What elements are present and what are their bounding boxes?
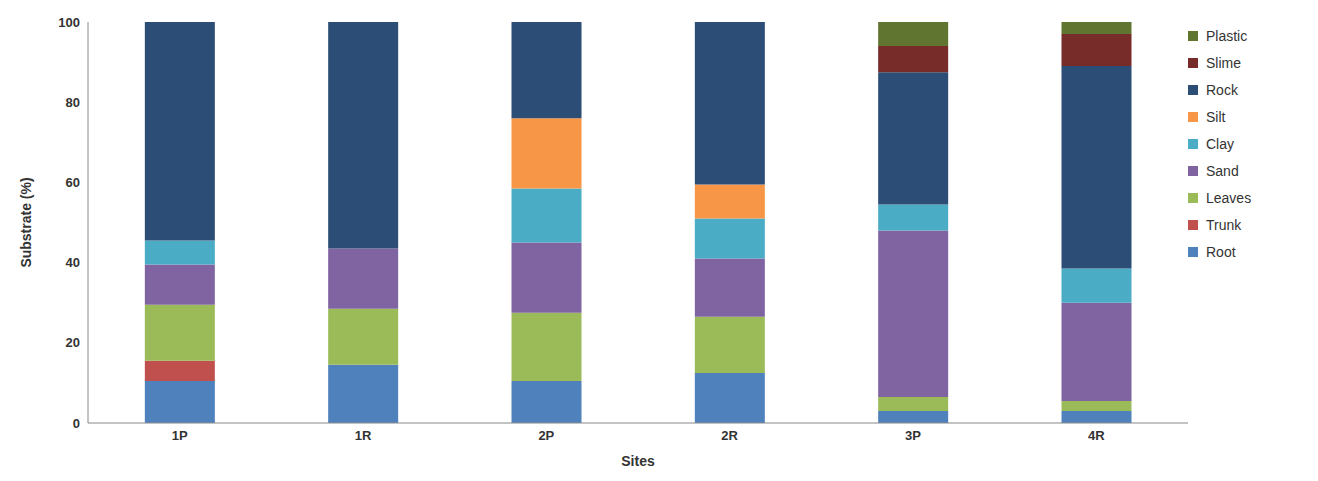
svg-text:20: 20: [66, 335, 80, 350]
html-text:Silt: Silt: [1206, 108, 1226, 125]
svg-text:60: 60: [66, 175, 80, 190]
html-text:Rock: Rock: [1206, 81, 1238, 98]
html-text:Sand: Sand: [1206, 162, 1239, 179]
html-text:Clay: Clay: [1206, 135, 1234, 152]
svg-text:2P: 2P: [538, 428, 554, 443]
html-text:Trunk: Trunk: [1206, 216, 1242, 233]
svg-text:0: 0: [73, 416, 80, 431]
svg-text:100: 100: [58, 15, 80, 30]
svg-text:Substrate (%): Substrate (%): [18, 177, 34, 267]
svg-text:3P: 3P: [905, 428, 921, 443]
svg-text:40: 40: [66, 255, 80, 270]
svg-text:80: 80: [66, 95, 80, 110]
svg-text:4R: 4R: [1088, 428, 1105, 443]
svg-text:1R: 1R: [355, 428, 372, 443]
html-text:Leaves: Leaves: [1206, 189, 1252, 206]
html-text:Root: Root: [1206, 243, 1236, 260]
svg-text:1P: 1P: [172, 428, 188, 443]
svg-text:Sites: Sites: [621, 453, 655, 469]
svg-text:2R: 2R: [721, 428, 738, 443]
html-text:Slime: Slime: [1206, 54, 1241, 71]
html-text:Plastic: Plastic: [1206, 27, 1248, 44]
